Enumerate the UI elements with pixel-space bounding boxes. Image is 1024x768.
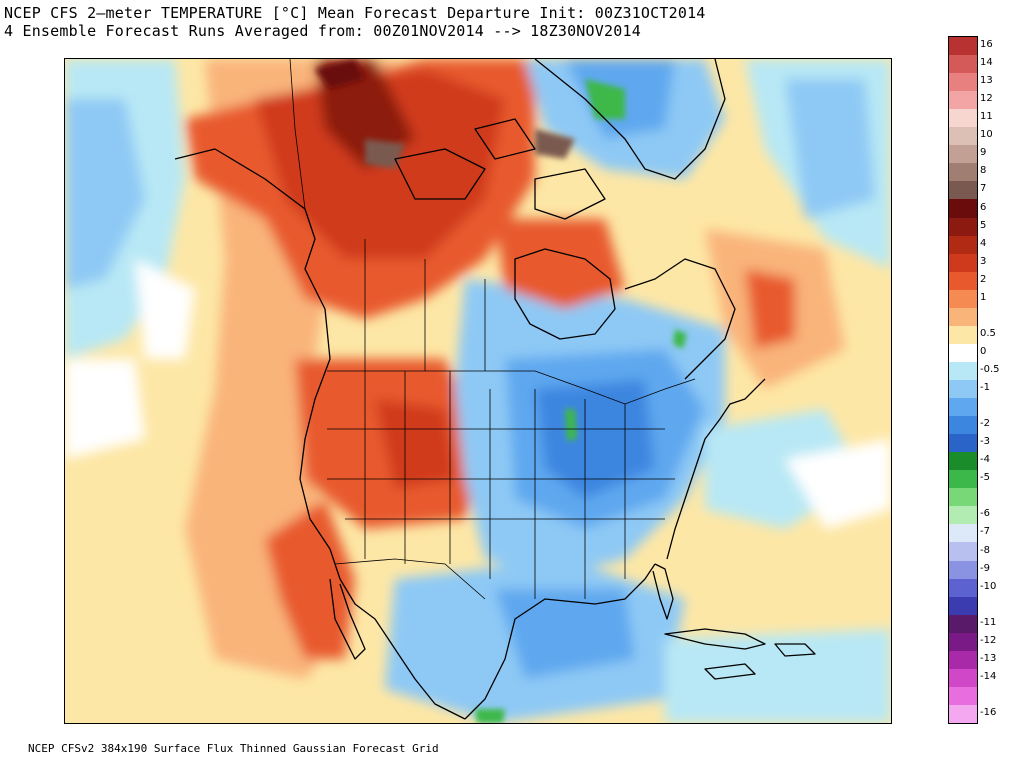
anomaly-field-detail (315, 59, 687, 723)
coastlines-and-borders (174, 59, 816, 720)
colorbar-tick-label: 7 (980, 183, 987, 195)
colorbar-swatch (949, 614, 977, 634)
colorbar-swatch (949, 668, 977, 688)
colorbar-tick-label: -2 (980, 418, 990, 430)
colorbar-tick-label: -16 (980, 706, 997, 718)
colorbar-swatch (949, 470, 977, 489)
colorbar-swatch (949, 560, 977, 580)
colorbar-swatch (949, 271, 977, 291)
colorbar-swatch (949, 632, 977, 652)
colorbar-swatch (949, 542, 977, 562)
colorbar-swatch (949, 199, 977, 219)
colorbar-swatch (949, 524, 977, 543)
colorbar-swatch (949, 325, 977, 345)
colorbar (948, 36, 978, 724)
grid-description-footer: NCEP CFSv2 384x190 Surface Flux Thinned … (28, 742, 439, 755)
colorbar-swatch (949, 398, 977, 417)
chart-title-line1: NCEP CFS 2—meter TEMPERATURE [°C] Mean F… (4, 4, 706, 22)
colorbar-tick-label: -11 (980, 616, 997, 628)
colorbar-swatch (949, 343, 977, 363)
colorbar-tick-label: 14 (980, 57, 993, 69)
colorbar-tick-label: 16 (980, 39, 993, 51)
colorbar-swatch (949, 145, 977, 164)
colorbar-tick-label: 4 (980, 237, 987, 249)
colorbar-swatch (949, 163, 977, 182)
colorbar-swatch (949, 686, 977, 706)
colorbar-swatch (949, 235, 977, 255)
colorbar-tick-label: -1 (980, 382, 990, 394)
colorbar-tick-label: -6 (980, 508, 990, 520)
colorbar-swatch (949, 380, 977, 399)
colorbar-swatch (949, 55, 977, 74)
colorbar-swatch (949, 578, 977, 598)
colorbar-swatch (949, 416, 977, 435)
colorbar-swatch (949, 434, 977, 453)
colorbar-swatch (949, 253, 977, 273)
colorbar-tick-label: 8 (980, 165, 987, 177)
colorbar-tick-label: 11 (980, 111, 993, 123)
colorbar-tick-label: 5 (980, 219, 987, 231)
colorbar-tick-label: 1 (980, 291, 987, 303)
colorbar-swatch (949, 506, 977, 525)
colorbar-swatch (949, 91, 977, 110)
colorbar-swatch (949, 452, 977, 471)
colorbar-swatch (949, 37, 977, 56)
colorbar-swatch (949, 181, 977, 200)
colorbar-tick-label: -8 (980, 544, 990, 556)
colorbar-swatch (949, 361, 977, 381)
colorbar-swatch (949, 73, 977, 92)
chart-title-line2: 4 Ensemble Forecast Runs Averaged from: … (4, 22, 641, 40)
colorbar-swatch (949, 217, 977, 237)
colorbar-tick-label: -3 (980, 436, 990, 448)
colorbar-tick-label: 6 (980, 201, 987, 213)
colorbar-tick-label: 9 (980, 147, 987, 159)
colorbar-swatch (949, 488, 977, 507)
colorbar-tick-label: -13 (980, 652, 997, 664)
colorbar-swatch (949, 704, 977, 724)
colorbar-tick-label: 10 (980, 129, 993, 141)
political-borders (289, 59, 696, 600)
colorbar-swatch (949, 307, 977, 327)
colorbar-tick-label: 0.5 (980, 327, 996, 339)
colorbar-swatch (949, 289, 977, 309)
colorbar-swatch (949, 650, 977, 670)
colorbar-tick-label: -14 (980, 670, 997, 682)
colorbar-tick-label: -4 (980, 454, 990, 466)
colorbar-tick-label: -5 (980, 472, 990, 484)
colorbar-tick-label: 0 (980, 345, 987, 357)
colorbar-tick-label: 2 (980, 273, 987, 285)
colorbar-swatch (949, 596, 977, 616)
temperature-anomaly-map (64, 58, 892, 724)
colorbar-tick-label: -0.5 (980, 363, 1000, 375)
colorbar-swatch (949, 109, 977, 128)
colorbar-swatch (949, 127, 977, 146)
colorbar-tick-label: 13 (980, 75, 993, 87)
colorbar-tick-label: -7 (980, 526, 990, 538)
colorbar-tick-label: -10 (980, 580, 997, 592)
colorbar-tick-label: 3 (980, 255, 987, 267)
colorbar-tick-label: 12 (980, 93, 993, 105)
colorbar-tick-label: -9 (980, 562, 990, 574)
colorbar-tick-label: -12 (980, 634, 997, 646)
